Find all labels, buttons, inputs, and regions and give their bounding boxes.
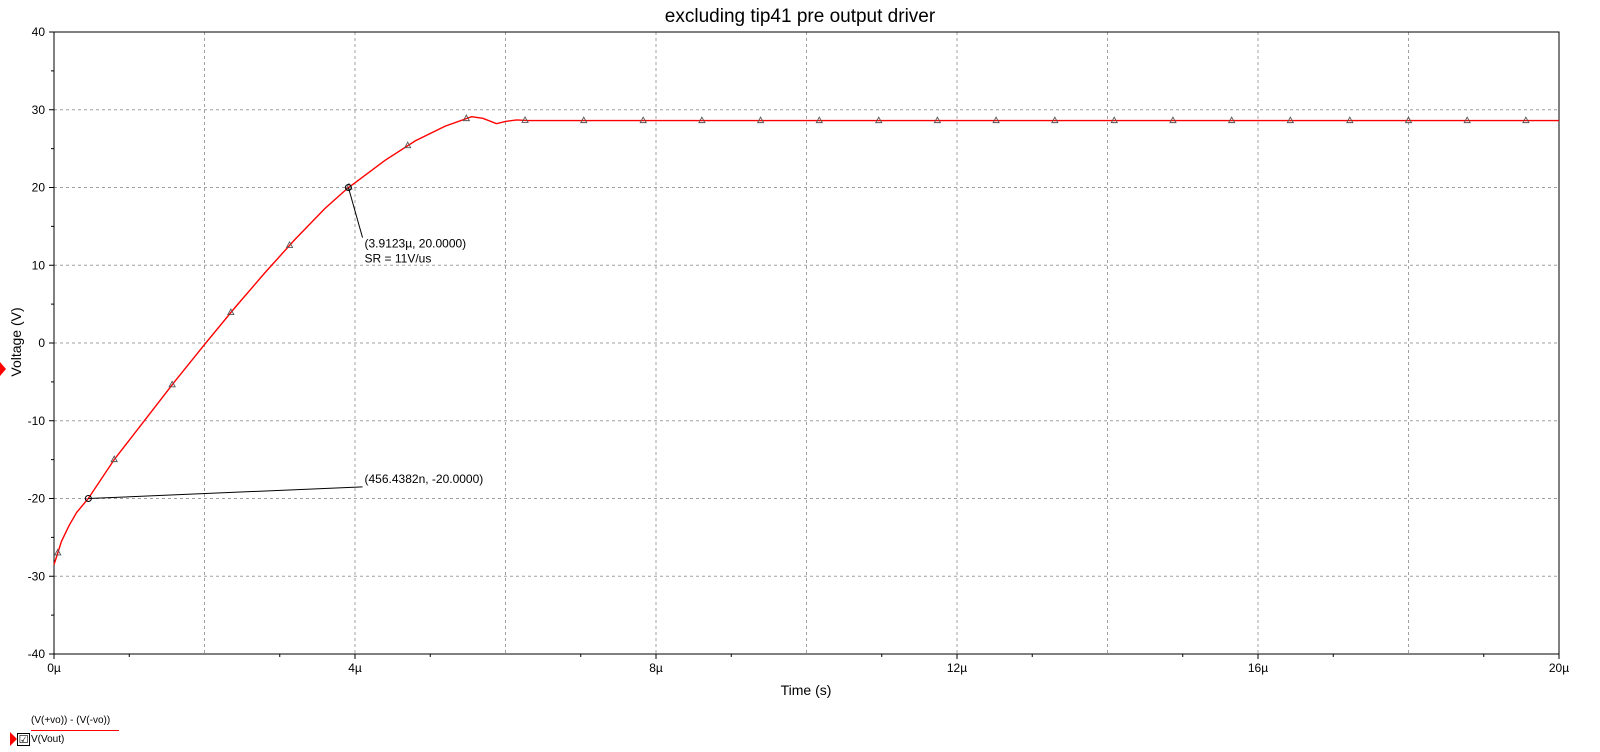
- x-tick-label: 8µ: [649, 661, 663, 675]
- legend-series1-swatch: [31, 730, 119, 731]
- trace-marker: [874, 116, 883, 124]
- y-axis-ticks: 40 30 20 10 0 -10 -20 -30 -40: [28, 25, 54, 661]
- series-layer: [53, 115, 1559, 565]
- trace-marker: [1110, 116, 1119, 124]
- x-tick-label: 4µ: [348, 661, 362, 675]
- trace-marker: [1286, 116, 1295, 124]
- y-axis-label: Voltage (V): [8, 307, 24, 376]
- x-tick-label: 16µ: [1248, 661, 1268, 675]
- x-tick-label: 20µ: [1549, 661, 1569, 675]
- y-tick-label: -20: [28, 492, 46, 506]
- trace-marker: [1404, 116, 1413, 124]
- trace-marker: [1522, 116, 1530, 124]
- trace-marker: [285, 241, 294, 248]
- y-tick-label: -30: [28, 569, 46, 583]
- annotation-text: (456.4382n, -20.0000): [365, 472, 484, 486]
- trace-marker: [521, 115, 529, 123]
- trace-marker: [1051, 116, 1059, 124]
- annotation-leader-line: [347, 187, 364, 238]
- chart-title: excluding tip41 pre output driver: [665, 6, 936, 27]
- y-tick-label: 20: [32, 181, 46, 195]
- cursor-annotations[interactable]: (3.9123µ, 20.0000)SR = 11V/us (456.4382n,…: [84, 184, 484, 502]
- trace-marker: [110, 455, 118, 463]
- x-axis-ticks: 0µ 4µ 8µ 12µ 16µ 20µ: [47, 654, 1569, 675]
- trace-marker: [580, 116, 588, 124]
- trace-marker: [698, 116, 706, 124]
- red-triangle-marker-icon: [10, 732, 17, 746]
- annotation-text-secondary: SR = 11V/us: [365, 252, 432, 266]
- x-axis-label: Time (s): [781, 682, 832, 698]
- legend-checkbox[interactable]: ☑: [17, 733, 30, 746]
- trace-markers: [54, 114, 1530, 556]
- annotation-point: [84, 495, 92, 502]
- trace-legend: (V(+vo)) - (V(-vo)) ☑ V(Vout): [10, 714, 170, 750]
- y-tick-label: 30: [32, 103, 46, 117]
- trace-marker: [1463, 116, 1471, 124]
- annotation-point: [344, 184, 352, 191]
- trace-marker: [1346, 116, 1354, 124]
- y-tick-label: 10: [32, 258, 46, 272]
- trace-marker: [403, 141, 412, 149]
- series-line-vout: [53, 115, 1559, 565]
- annotation-leader-line: [88, 486, 363, 499]
- trace-marker: [462, 114, 471, 122]
- y-tick-label: -10: [28, 414, 46, 428]
- trace-marker: [1227, 116, 1236, 124]
- trace-marker: [756, 116, 765, 124]
- trace-marker: [639, 116, 647, 124]
- grid-lines: [54, 32, 1559, 654]
- y-tick-label: 40: [32, 25, 46, 39]
- trace-marker: [227, 308, 235, 316]
- trace-marker: [815, 116, 824, 124]
- legend-series1-label: (V(+vo)) - (V(-vo)): [31, 715, 111, 726]
- trace-marker: [168, 380, 176, 388]
- legend-series2-label[interactable]: V(Vout): [31, 734, 65, 745]
- trace-marker: [54, 548, 62, 556]
- trace-marker: [1169, 116, 1177, 124]
- trace-marker: [933, 116, 942, 124]
- x-tick-label: 12µ: [947, 661, 967, 675]
- trace-marker: [992, 116, 1000, 124]
- line-chart: excluding tip41 pre output driver 0µ 4µ 8µ…: [8, 6, 1569, 698]
- annotation-text: (3.9123µ, 20.0000): [365, 237, 467, 251]
- x-tick-label: 0µ: [47, 661, 61, 675]
- axis-selector-marker-icon[interactable]: [0, 362, 6, 376]
- y-tick-label: -40: [28, 647, 46, 661]
- y-tick-label: 0: [38, 336, 45, 350]
